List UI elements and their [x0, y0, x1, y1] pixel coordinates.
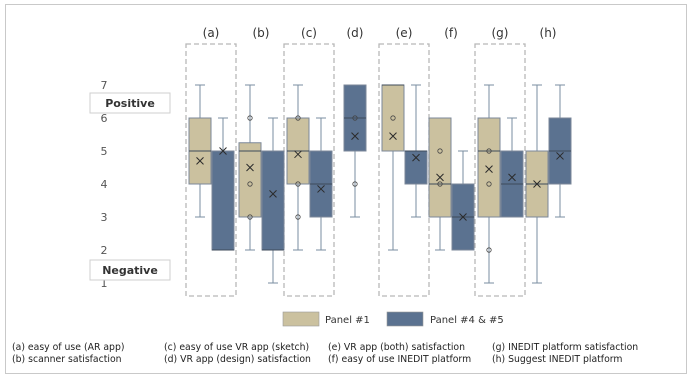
negative-label-box — [89, 259, 171, 281]
legend-label-panel45: Panel #4 & #5 — [430, 315, 504, 326]
box-c-panel1-mean-marker — [294, 150, 302, 159]
highlight-frame-c — [283, 43, 335, 297]
box-b-panel45-mean-marker — [269, 190, 277, 198]
footnote: (d) VR app (design) satisfaction — [164, 354, 311, 365]
footnote: (c) easy of use VR app (sketch) — [164, 342, 309, 353]
box-c-panel1-point — [295, 214, 301, 220]
box-b-panel1 — [238, 142, 262, 218]
box-c-panel1-point — [295, 115, 301, 121]
positive-label-box — [89, 92, 171, 114]
box-g-panel1-point — [486, 247, 492, 253]
box-h-panel1-mean-marker — [533, 180, 541, 188]
box-a-panel45-mean-marker — [219, 147, 227, 155]
highlight-frame-a — [185, 43, 237, 297]
highlight-frame-g — [474, 43, 526, 297]
box-g-panel1-point — [486, 181, 492, 187]
box-a-panel1-mean-marker — [196, 157, 204, 165]
footnote: (b) scanner satisfaction — [12, 354, 122, 365]
box-g-panel45-mean-marker — [508, 173, 516, 182]
box-c-panel1-point — [295, 181, 301, 187]
box-g-panel1-mean-marker — [485, 165, 493, 174]
box-e-panel45 — [404, 150, 428, 185]
footnote: (h) Suggest INEDIT platform — [492, 354, 622, 365]
y-tick-label: 2 — [101, 244, 108, 257]
footnote: (a) easy of use (AR app) — [12, 342, 124, 353]
box-b-panel45 — [261, 150, 285, 251]
legend-swatch-panel1 — [282, 311, 320, 327]
y-tick-label: 5 — [101, 145, 108, 158]
box-c-panel45-mean-marker — [317, 185, 325, 193]
box-d-panel45-point — [352, 115, 358, 121]
legend-label-panel1: Panel #1 — [325, 315, 370, 326]
box-f-panel1-point — [437, 148, 443, 154]
positive-label: Positive — [105, 97, 155, 110]
group-label: (g) — [492, 26, 509, 40]
box-f-panel1 — [428, 117, 452, 218]
box-g-panel1-point — [486, 148, 492, 154]
box-f-panel1-mean-marker — [436, 173, 444, 182]
box-e-panel1-point — [390, 115, 396, 121]
y-tick-label: 6 — [101, 112, 108, 125]
figure-frame — [5, 4, 687, 374]
box-a-panel45 — [211, 150, 235, 251]
box-g-panel1 — [477, 117, 501, 218]
legend-swatch-panel45 — [386, 311, 424, 327]
box-d-panel45-mean-marker — [351, 132, 359, 141]
group-label: (h) — [540, 26, 557, 40]
box-b-panel1-point — [247, 181, 253, 187]
box-e-panel1 — [381, 84, 405, 152]
group-label: (a) — [203, 26, 220, 40]
group-label: (c) — [301, 26, 317, 40]
y-tick-label: 4 — [101, 178, 108, 191]
footnote: (f) easy of use INEDIT platform — [328, 354, 471, 365]
box-f-panel1-point — [437, 181, 443, 187]
y-tick-label: 3 — [101, 211, 108, 224]
y-tick-label: 7 — [101, 79, 108, 92]
box-h-panel45-mean-marker — [556, 152, 564, 160]
box-b-panel1-point — [247, 214, 253, 220]
box-b-panel1-point — [247, 115, 253, 121]
group-label: (e) — [396, 26, 413, 40]
y-tick-label: 1 — [101, 277, 108, 290]
group-label: (b) — [253, 26, 270, 40]
group-label: (d) — [347, 26, 364, 40]
box-f-panel45-mean-marker — [459, 213, 467, 221]
box-e-panel45-mean-marker — [412, 153, 420, 162]
box-b-panel1-mean-marker — [246, 163, 254, 172]
group-label: (f) — [444, 26, 458, 40]
negative-label: Negative — [102, 264, 158, 277]
footnote: (g) INEDIT platform satisfaction — [492, 342, 638, 353]
box-d-panel45-point — [352, 181, 358, 187]
box-e-panel1-mean-marker — [389, 132, 397, 141]
footnote: (e) VR app (both) satisfaction — [328, 342, 465, 353]
